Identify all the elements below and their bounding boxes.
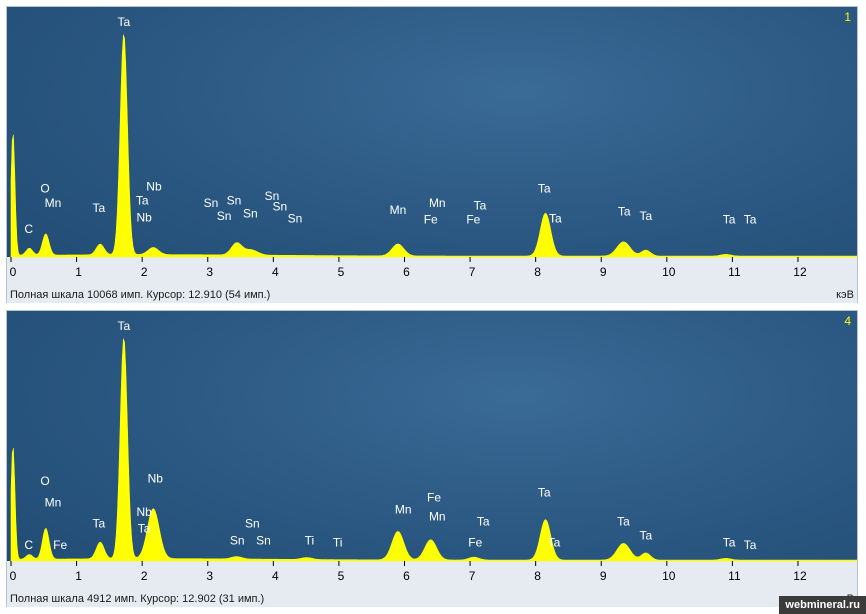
spectrum-panel-1: 0 1 2 3 4 5 6 7 8 9 10 11 12 Ta O C Mn Ta Nb Ta Nb Sn Sn Sn Sn Sn… [6,6,858,303]
peak-label: Ta [93,201,106,215]
peak-label: Mn [395,502,412,516]
peak-label: Ta [744,538,757,552]
full-scale-status-1: Полная шкала 10068 имп. Курсор: 12.910 (… [10,289,271,301]
x-tick-label: 12 [793,569,807,583]
x-tick-label: 11 [728,265,741,279]
peak-label: Ta [117,15,130,29]
peak-label: Mn [429,510,446,524]
peak-label: Ta [723,536,736,550]
x-tick-label: 0 [10,265,17,279]
spectrum-panel-4: 0 1 2 3 4 5 6 7 8 9 10 11 12 Ta O Mn C Fe Ta Nb Nb Ta Sn Sn Sn Ti… [6,310,858,607]
peak-label: Ta [136,194,149,208]
peak-label: Nb [148,471,164,485]
status-bar-4: Полная шкала 4912 имп. Курсор: 12.902 (3… [7,591,857,607]
peak-label: Sn [217,209,232,223]
peak-label: Ta [549,211,562,225]
peak-label: Sn [265,189,280,203]
axis-strip [7,257,857,287]
watermark-badge: webmineral.ru [779,596,866,614]
x-tick-label: 5 [338,569,345,583]
peak-label: Mn [390,203,407,217]
panel-index-label: 1 [844,10,851,24]
x-tick-label: 10 [662,569,676,583]
full-scale-status-4: Полная шкала 4912 имп. Курсор: 12.902 (3… [10,593,265,605]
x-tick-label: 0 [10,569,17,583]
spectrum-series [10,338,857,562]
peak-label: Sn [245,517,260,531]
x-tick-label: 7 [469,569,476,583]
peak-label: Fe [427,491,441,505]
x-tick-label: 12 [793,265,807,279]
peak-label: Sn [227,194,242,208]
x-tick-label: 7 [469,265,476,279]
peak-label: Sn [230,533,245,547]
peak-label: O [40,474,49,488]
peak-label: Sn [204,196,219,210]
peak-label: Fe [424,213,438,227]
peak-label: C [24,222,33,236]
x-tick-label: 6 [403,569,410,583]
peak-label: Nb [136,210,152,224]
peak-label: Sn [243,207,258,221]
peak-label: Ta [538,182,551,196]
peak-label: Nb [146,179,162,193]
panel-index-label: 4 [844,314,851,328]
x-tick-label: 3 [206,569,213,583]
peak-label: Sn [256,533,271,547]
x-tick-label: 8 [534,265,541,279]
peak-label: Ti [333,536,343,550]
x-tick-label: 3 [206,265,213,279]
x-unit-label-1: кэВ [836,289,854,301]
x-tick-label: 1 [75,569,82,583]
peak-label: Ta [617,514,630,528]
peak-label: Sn [273,200,288,214]
x-tick-label: 2 [141,569,148,583]
peak-label: Ta [117,319,130,333]
x-tick-label: 8 [534,569,541,583]
peak-label: Ta [744,213,757,227]
x-tick-label: 4 [272,265,279,279]
peak-label: Ta [93,517,106,531]
peak-label: Ta [538,486,551,500]
plot-area-1: 0 1 2 3 4 5 6 7 8 9 10 11 12 Ta O C Mn Ta Nb Ta Nb Sn Sn Sn Sn Sn… [7,7,857,287]
peak-label: Ti [305,533,315,547]
peak-label: Ta [618,204,631,218]
peak-label: Fe [53,538,67,552]
peak-label: Ta [639,529,652,543]
peak-label: Ta [639,209,652,223]
peak-label: Ta [477,514,490,528]
peak-label: Nb [136,505,152,519]
x-tick-label: 1 [75,265,82,279]
peak-label: Mn [429,196,446,210]
peak-label: Fe [466,213,480,227]
peak-label: Ta [548,536,561,550]
x-tick-label: 5 [338,265,345,279]
x-tick-label: 6 [403,265,410,279]
peak-label: Fe [468,536,482,550]
spectrum-series [10,34,857,258]
peak-label: Mn [45,495,62,509]
peak-label: C [24,538,33,552]
x-tick-label: 4 [272,569,279,583]
peak-label: Ta [474,198,487,212]
status-bar-1: Полная шкала 10068 имп. Курсор: 12.910 (… [7,287,857,303]
peak-label: O [40,182,49,196]
x-tick-label: 9 [600,569,607,583]
plot-area-4: 0 1 2 3 4 5 6 7 8 9 10 11 12 Ta O Mn C Fe Ta Nb Nb Ta Sn Sn Sn Ti… [7,311,857,591]
peak-label: Ta [723,213,736,227]
x-tick-label: 9 [600,265,607,279]
peak-label: Ta [138,521,151,535]
x-tick-label: 11 [728,569,741,583]
x-tick-label: 2 [141,265,148,279]
x-tick-label: 10 [662,265,676,279]
peak-label: Sn [288,211,303,225]
peak-label: Mn [45,196,62,210]
axis-strip [7,561,857,591]
